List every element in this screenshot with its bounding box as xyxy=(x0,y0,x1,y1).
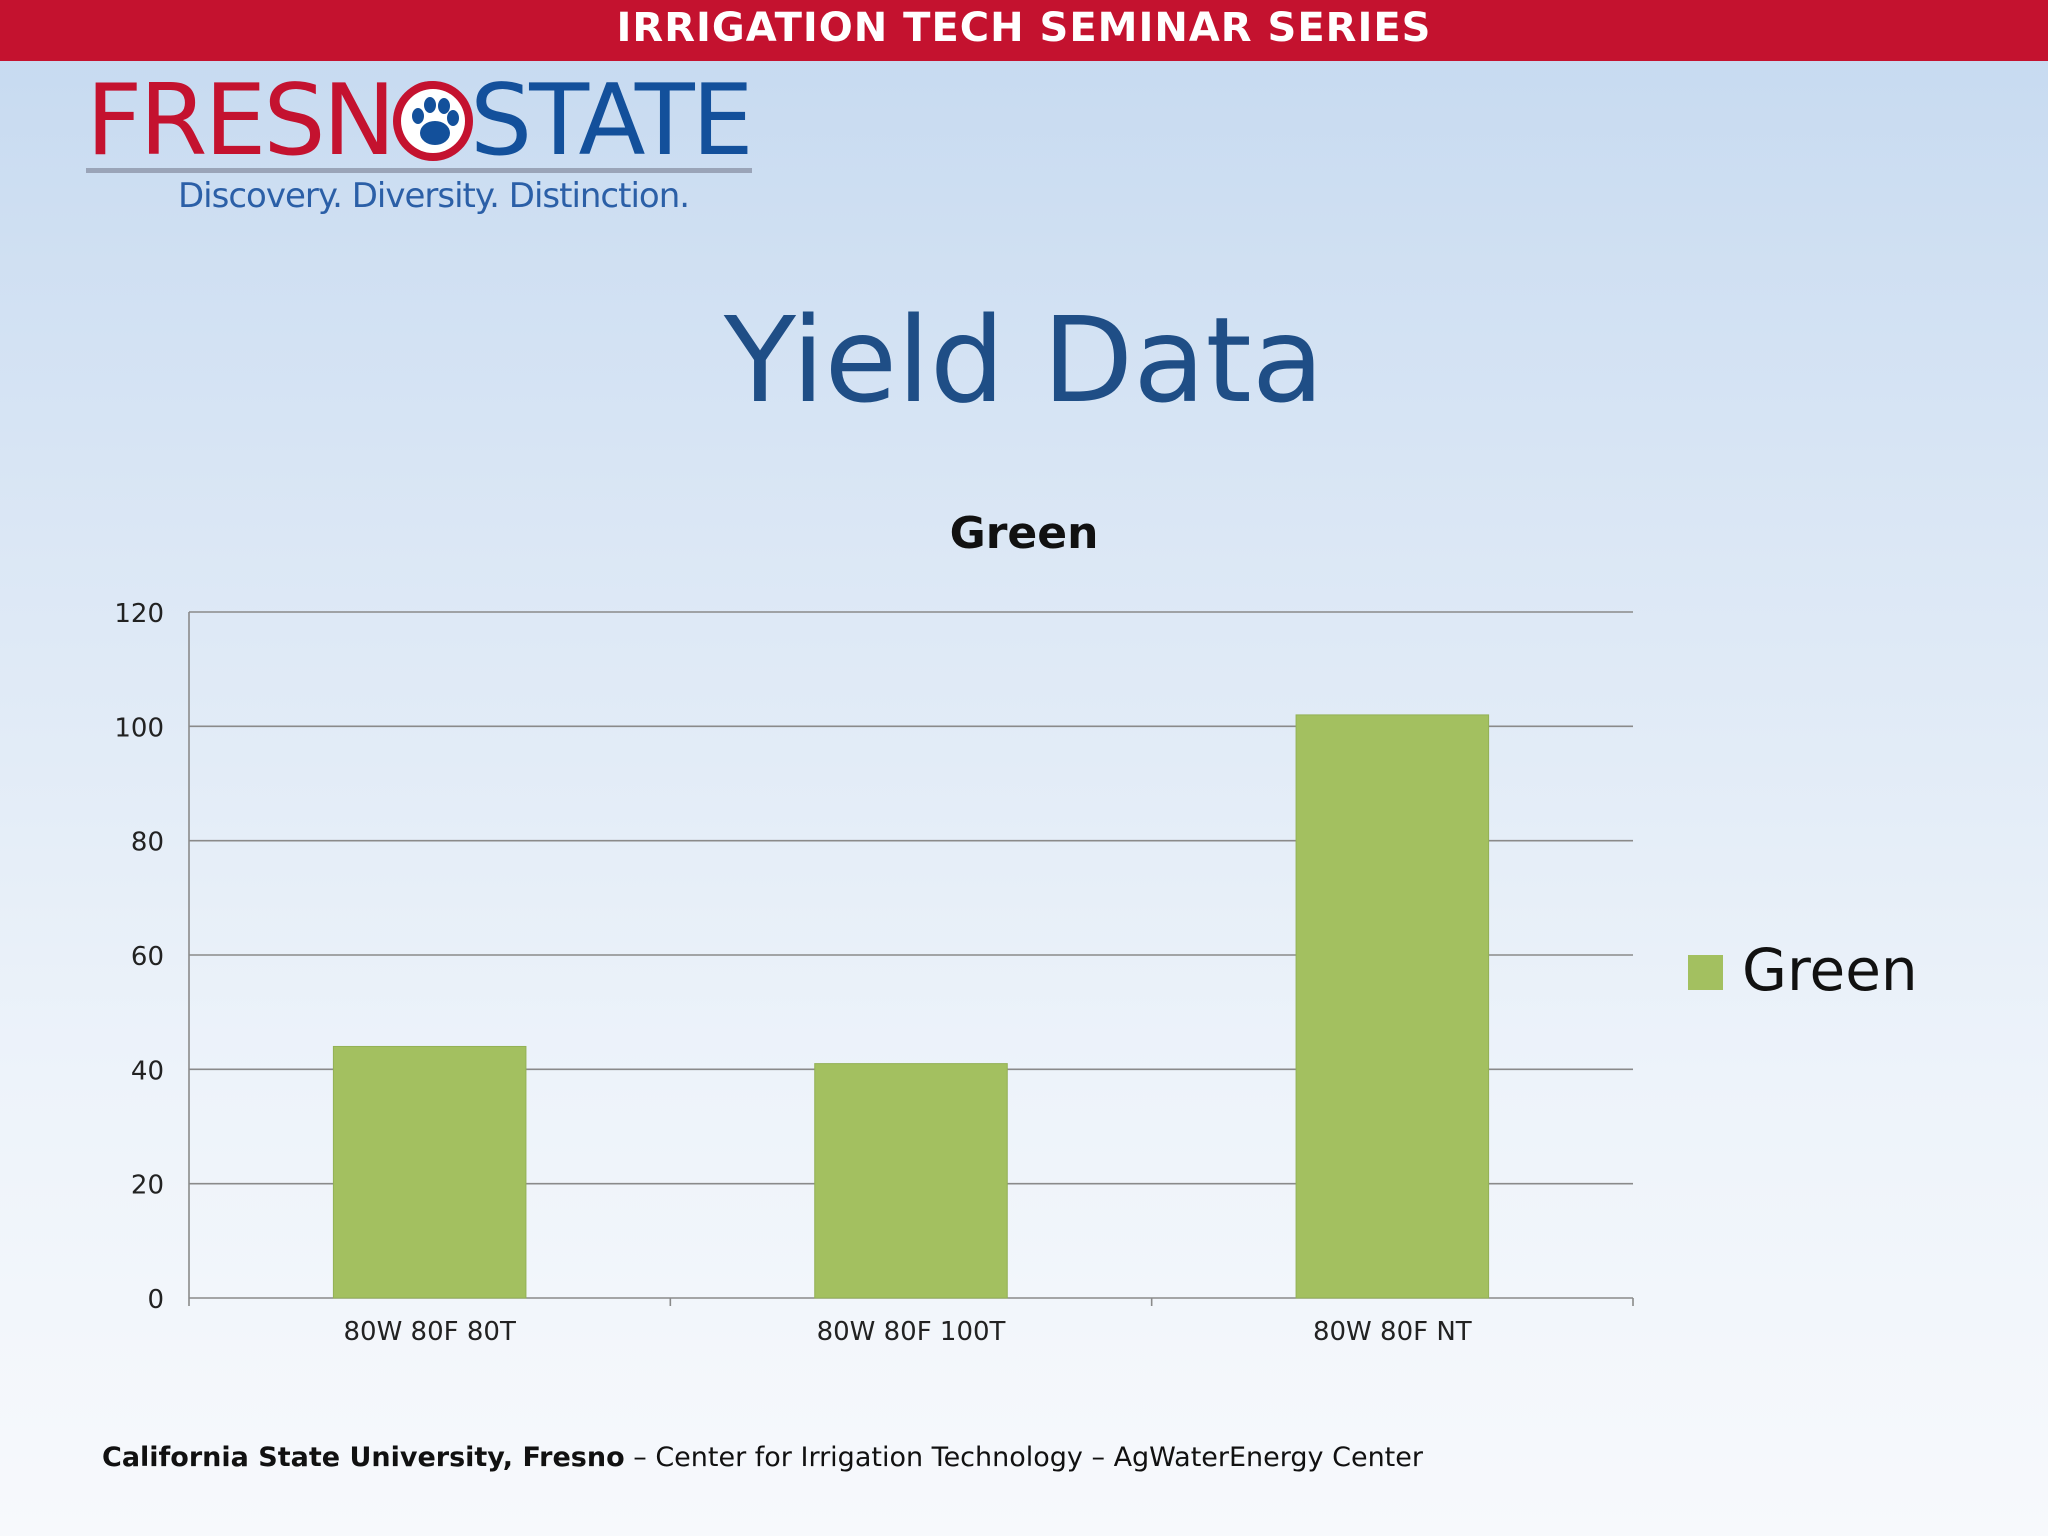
footer-centers: – Center for Irrigation Technology – AgW… xyxy=(624,1442,1423,1473)
y-tick-label: 80 xyxy=(131,828,164,858)
paw-icon xyxy=(393,81,473,161)
bar xyxy=(332,1045,527,1299)
seminar-banner: IRRIGATION TECH SEMINAR SERIES xyxy=(0,0,2048,61)
bar xyxy=(1295,714,1490,1299)
logo-tagline: Discovery. Diversity. Distinction. xyxy=(178,176,690,216)
logo-word-right: STATE xyxy=(470,64,754,178)
slide-title: Yield Data xyxy=(723,291,1325,429)
y-tick-label: 40 xyxy=(131,1056,164,1086)
legend-swatch xyxy=(1688,955,1723,990)
chart-title: Green xyxy=(950,508,1099,559)
yield-bar-chart: Green 0 20 40 60 80 100 120 80W 80F 80T 80W 80F 1… xyxy=(114,508,1918,1347)
y-tick-label: 120 xyxy=(114,599,164,629)
footer-institution: California State University, Fresno xyxy=(102,1442,625,1473)
legend-label: Green xyxy=(1742,936,1918,1004)
fresno-state-logo: FRESNO STATE Discovery. Diversity. Disti… xyxy=(86,66,766,236)
footer: California State University, Fresno – Ce… xyxy=(102,1442,1423,1473)
x-tick-label: 80W 80F NT xyxy=(1313,1317,1472,1347)
logo-divider xyxy=(86,168,752,173)
y-tick-label: 100 xyxy=(114,713,164,743)
bar xyxy=(814,1063,1008,1299)
y-tick-label: 60 xyxy=(131,942,164,972)
x-tick-label: 80W 80F 100T xyxy=(817,1317,1006,1347)
y-tick-label: 0 xyxy=(147,1285,164,1315)
y-tick-label: 20 xyxy=(131,1171,164,1201)
x-tick-label: 80W 80F 80T xyxy=(344,1317,516,1347)
